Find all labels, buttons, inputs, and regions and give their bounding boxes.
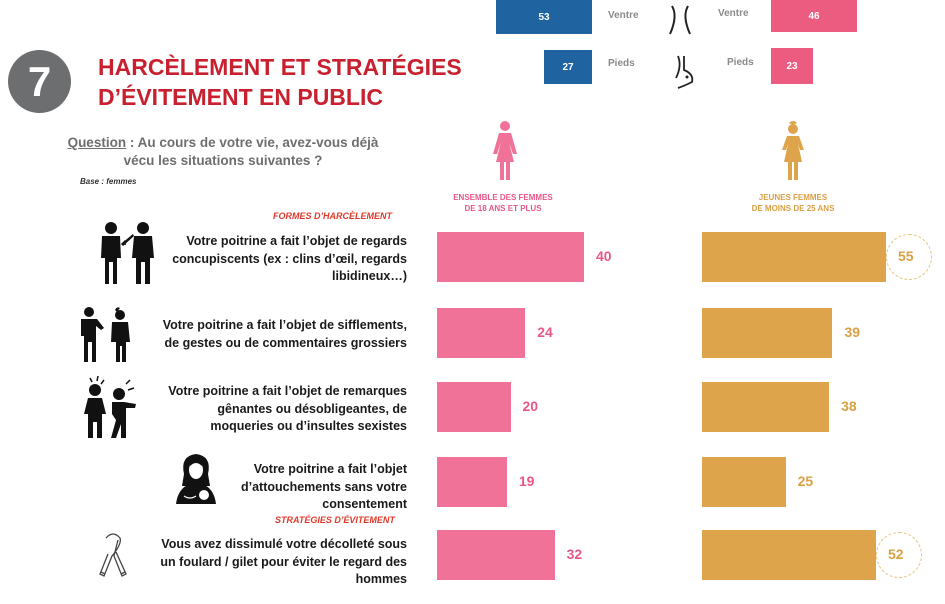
- groping-icon: [176, 454, 216, 504]
- category-label-line: Vous avez dissimulé votre décolleté sous: [161, 537, 407, 551]
- section-label-avoidance: STRATÉGIES D’ÉVITEMENT: [275, 515, 395, 525]
- top-value-right-0: 46: [808, 10, 820, 22]
- bar-series0-row0: [437, 232, 584, 282]
- category-label-line: Votre poitrine a fait l’objet de sifflem…: [162, 318, 407, 332]
- title-line-1: HARCÈLEMENT ET STRATÉGIES: [98, 54, 462, 80]
- staring-men-icon: [101, 222, 154, 284]
- scarf-icon: [99, 533, 127, 577]
- top-bar-right-0: 46: [771, 0, 857, 32]
- category-label-line: Votre poitrine a fait l’objet: [253, 462, 407, 476]
- category-label: Votre poitrine a fait l’objet de sifflem…: [163, 317, 407, 352]
- bar-series1-row4: [702, 530, 876, 580]
- column-header-all-line1: ENSEMBLE DES FEMMES: [453, 193, 553, 202]
- question-label: Question: [67, 135, 127, 150]
- section-label-harassment: FORMES D’HARCÈLEMENT: [273, 211, 392, 221]
- category-label-line: concupiscents (ex : clins d’œil, regards: [172, 251, 407, 266]
- girl-icon: [782, 121, 804, 180]
- column-header-all-line2: DE 18 ANS ET PLUS: [464, 204, 542, 213]
- column-header-young-line1: JEUNES FEMMES: [758, 193, 828, 202]
- top-bar-left-0: 53: [496, 0, 592, 34]
- top-bar-right-1: 23: [771, 48, 813, 84]
- top-label-right-0: Ventre: [718, 8, 749, 19]
- category-label-line: hommes: [355, 572, 407, 586]
- section-number-badge: 7: [8, 50, 71, 113]
- question-text-2: vécu les situations suivantes ?: [123, 153, 323, 168]
- value-label-series0-row4: 32: [566, 546, 583, 562]
- top-label-right-1: Pieds: [727, 57, 754, 68]
- top-value-right-1: 23: [786, 60, 798, 72]
- bar-series0-row4: [437, 530, 555, 580]
- value-label-series1-row1: 39: [844, 324, 861, 340]
- category-label-line: libidineux…): [332, 269, 407, 283]
- top-label-left-0: Ventre: [608, 10, 639, 21]
- category-label: Votre poitrine a fait l’objet de regards…: [172, 233, 407, 286]
- category-label-line: d’attouchements sans votre: [240, 479, 407, 494]
- question-text-1: : Au cours de votre vie, avez-vous déjà: [126, 135, 379, 150]
- value-label-series1-row3: 25: [797, 473, 814, 489]
- category-label: Vous avez dissimulé votre décolleté sous…: [160, 536, 407, 589]
- waist-icon: [669, 5, 691, 35]
- foot-icon: [675, 55, 694, 89]
- highlight-circle: [886, 234, 932, 280]
- bar-series1-row1: [702, 308, 833, 358]
- value-label-series0-row1: 24: [537, 324, 553, 340]
- woman-icon: [493, 121, 517, 180]
- shouting-men-icon: [84, 375, 136, 438]
- column-header-young-women: JEUNES FEMMES DE MOINS DE 25 ANS: [708, 192, 878, 214]
- page-title: HARCÈLEMENT ET STRATÉGIES D’ÉVITEMENT EN…: [98, 52, 462, 112]
- highlight-circle: [875, 532, 922, 578]
- bar-series1-row2: [702, 382, 830, 432]
- value-label-series0-row2: 20: [522, 398, 539, 414]
- column-header-all-women: ENSEMBLE DES FEMMES DE 18 ANS ET PLUS: [418, 192, 588, 214]
- top-value-left-1: 27: [562, 61, 574, 73]
- catcalling-icon: [81, 307, 130, 362]
- category-label-line: de gestes ou de commentaires grossiers: [164, 335, 407, 350]
- value-label-series0-row3: 19: [518, 473, 535, 489]
- top-value-left-0: 53: [538, 11, 550, 23]
- category-label-line: un foulard / gilet pour éviter le regard…: [160, 554, 407, 569]
- top-bar-left-1: 27: [544, 50, 592, 84]
- category-label: Votre poitrine a fait l’objet d’attouchem…: [241, 461, 407, 514]
- column-header-young-line2: DE MOINS DE 25 ANS: [751, 204, 835, 213]
- category-label-line: Votre poitrine a fait l’objet de regards: [186, 234, 407, 248]
- base-note: Base : femmes: [80, 177, 137, 186]
- value-label-series0-row0: 40: [596, 248, 612, 264]
- question: Question : Au cours de votre vie, avez-v…: [58, 134, 388, 170]
- bar-series0-row3: [437, 457, 507, 507]
- category-label-line: consentement: [322, 497, 407, 511]
- category-label: Votre poitrine a fait l’objet de remarqu…: [168, 383, 407, 436]
- bar-series0-row2: [437, 382, 511, 432]
- bar-series0-row1: [437, 308, 526, 358]
- value-label-series1-row2: 38: [841, 398, 857, 414]
- category-label-line: Votre poitrine a fait l’objet de remarqu…: [168, 384, 407, 398]
- category-label-line: gênantes ou désobligeantes, de: [217, 401, 407, 416]
- top-label-left-1: Pieds: [608, 58, 635, 69]
- category-label-line: moqueries ou d’insultes sexistes: [210, 419, 407, 433]
- title-line-2: D’ÉVITEMENT EN PUBLIC: [98, 84, 383, 110]
- bar-series1-row3: [702, 457, 786, 507]
- bar-series1-row0: [702, 232, 886, 282]
